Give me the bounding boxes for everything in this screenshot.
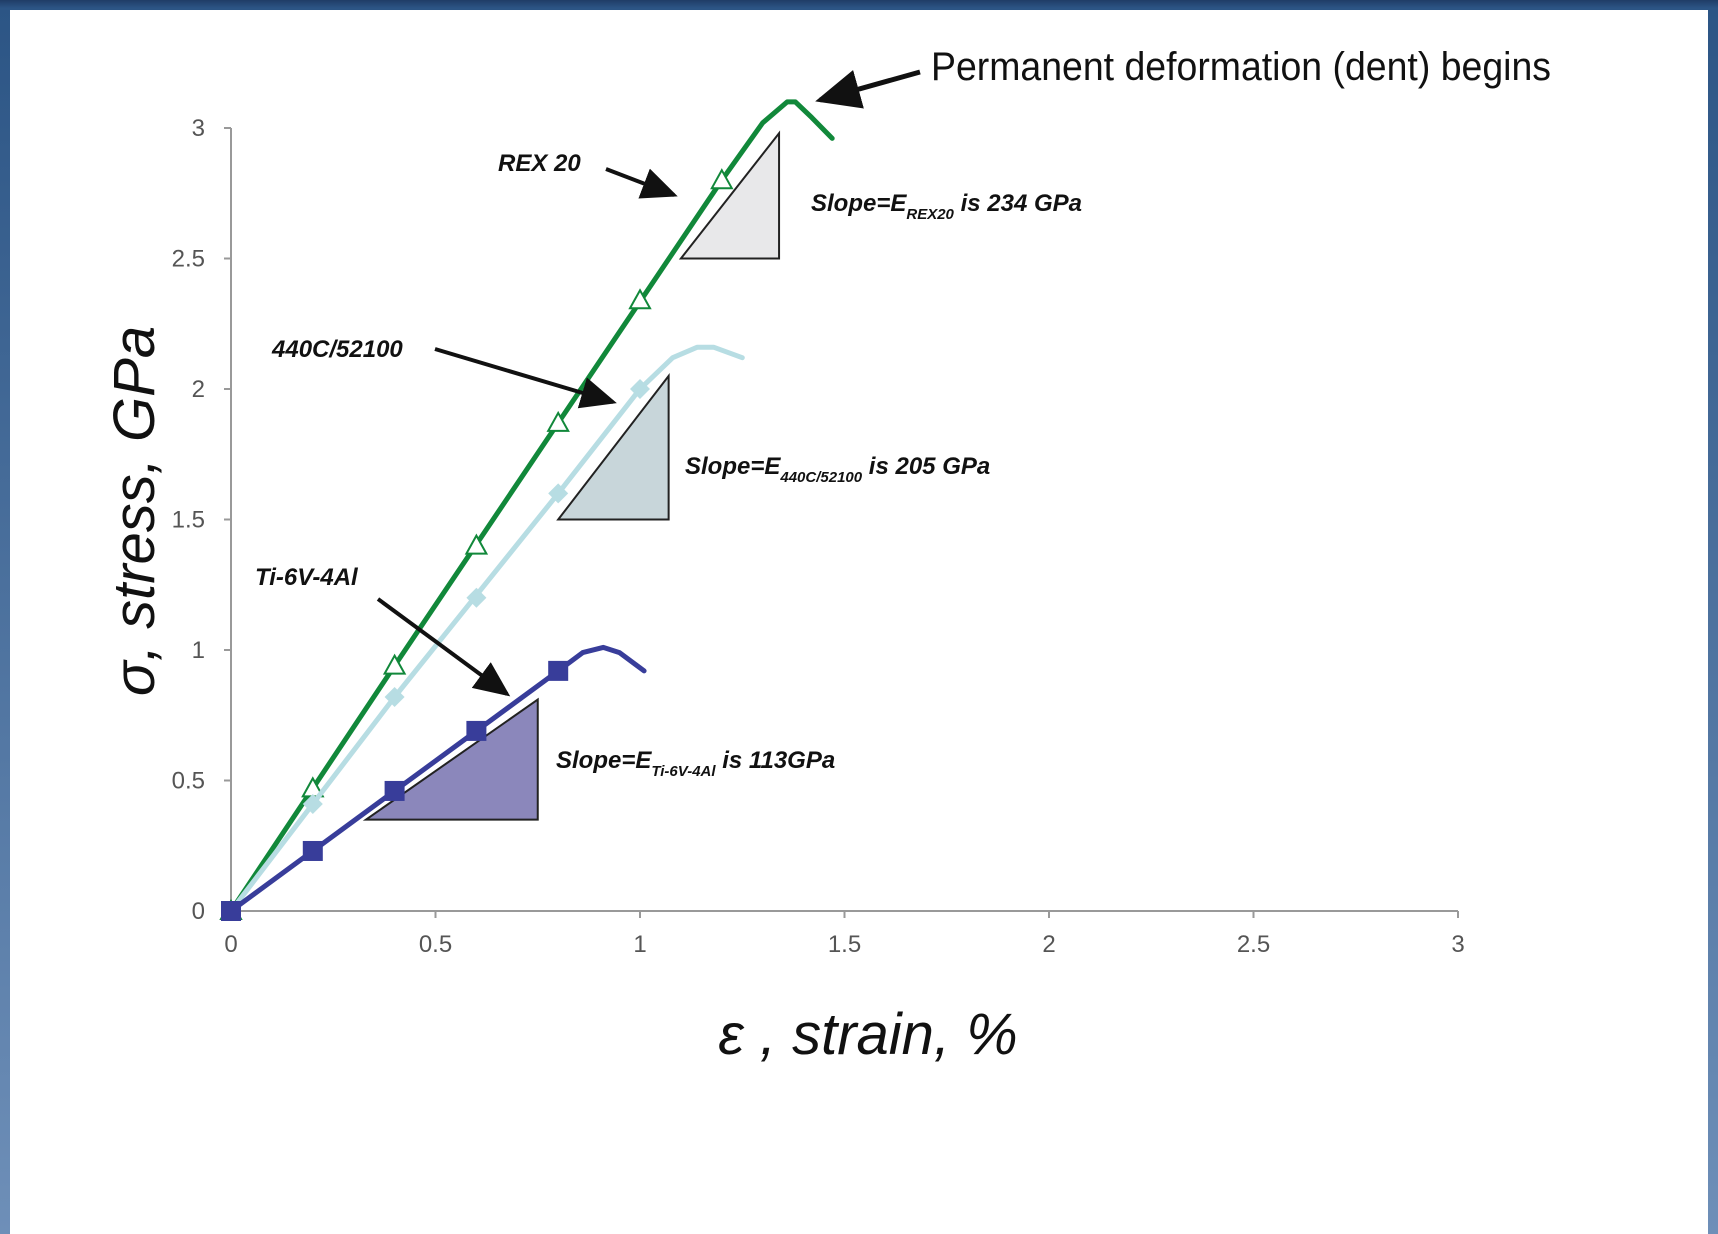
data-point-440c-52100	[630, 379, 650, 399]
data-point-ti-6v-4al	[302, 840, 323, 861]
y-tick-label: 2.5	[172, 246, 205, 273]
chart-panel: 0 0.5 1 1.5 2 2.5 3 0 0.5 1 1.5 2 2.5 3 ε , strain, …	[10, 10, 1708, 1234]
y-tick-label: 1	[192, 637, 205, 664]
slope-triangle-440c-52100	[556, 373, 670, 521]
series-line-440c-52100	[228, 344, 745, 914]
data-point-440c-52100	[384, 686, 405, 707]
data-point-rex-20	[628, 288, 652, 310]
data-point-440c-52100	[302, 793, 323, 814]
data-point-ti-6v-4al	[466, 720, 487, 741]
data-point-ti-6v-4al	[221, 901, 241, 921]
data-point-ti-6v-4al	[548, 660, 569, 681]
slope-triangles	[362, 130, 781, 821]
data-point-ti-6v-4al	[384, 780, 405, 801]
slope-triangle-ti-6v-4al	[362, 697, 539, 821]
rex20-arrow	[605, 167, 678, 199]
x-tick-label: 1	[633, 931, 646, 958]
series-line-rex-20	[228, 99, 835, 914]
x-axis-title: ε , strain, %	[718, 1002, 1017, 1067]
headline-arrow	[815, 69, 921, 109]
y-tick-label: 1.5	[172, 507, 205, 534]
series-layer	[219, 99, 835, 921]
x-tick-label: 0	[224, 931, 237, 958]
rex20-label: REX 20	[498, 150, 581, 177]
data-point-rex-20	[710, 168, 734, 190]
data-point-rex-20	[546, 410, 570, 432]
x-tick-label: 2.5	[1237, 931, 1270, 958]
y-tick-label: 0	[192, 898, 205, 925]
ti-arrow	[376, 597, 511, 697]
y-tick-label: 3	[192, 115, 205, 142]
y-tick-label: 2	[192, 376, 205, 403]
series-ti-6v-4al	[221, 644, 647, 921]
deformation-headline: Permanent deformation (dent) begins	[931, 45, 1551, 89]
data-point-440c-52100	[466, 587, 487, 608]
ti-label: Ti-6V-4Al	[255, 564, 359, 591]
data-point-440c-52100	[548, 483, 569, 504]
data-point-rex-20	[382, 653, 407, 675]
annotation-arrows	[376, 69, 921, 697]
x-ticks: 0 0.5 1 1.5 2 2.5 3	[224, 911, 1465, 958]
slope-triangle-rex-20	[678, 130, 781, 260]
stress-strain-chart: 0 0.5 1 1.5 2 2.5 3 0 0.5 1 1.5 2 2.5 3 ε , strain, …	[102, 45, 1551, 1067]
x-tick-label: 3	[1451, 931, 1464, 958]
440c-arrow	[434, 347, 617, 409]
440c-label: 440C/52100	[271, 336, 403, 363]
y-axis-title: σ, stress, GPa	[102, 326, 167, 696]
x-tick-label: 1.5	[828, 931, 861, 958]
data-point-rex-20	[464, 533, 489, 555]
slope-rex20-text: Slope=EREX20 is 234 GPa	[811, 190, 1082, 223]
x-tick-label: 2	[1042, 931, 1055, 958]
y-ticks: 0 0.5 1 1.5 2 2.5 3	[172, 115, 231, 925]
slope-440c-text: Slope=E440C/52100 is 205 GPa	[685, 453, 990, 486]
y-tick-label: 0.5	[172, 768, 205, 795]
slope-ti-text: Slope=ETi-6V-4Al is 113GPa	[556, 747, 835, 780]
x-tick-label: 0.5	[419, 931, 452, 958]
